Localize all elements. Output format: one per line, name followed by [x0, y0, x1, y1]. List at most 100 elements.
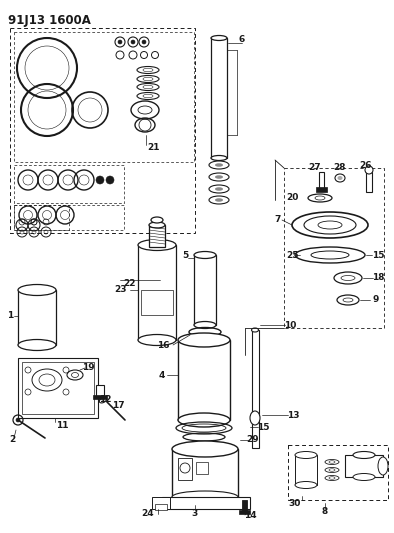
Text: 19: 19 — [82, 364, 94, 373]
Bar — [295, 455, 317, 485]
Text: 15: 15 — [257, 423, 269, 432]
Text: 18: 18 — [372, 273, 384, 282]
Ellipse shape — [308, 194, 332, 202]
Text: 25: 25 — [287, 251, 299, 260]
Ellipse shape — [211, 36, 227, 41]
Ellipse shape — [149, 222, 165, 228]
Ellipse shape — [172, 441, 238, 457]
Text: 10: 10 — [284, 320, 296, 329]
Bar — [14, 32, 194, 162]
Ellipse shape — [337, 295, 359, 305]
Text: 13: 13 — [287, 410, 299, 419]
Ellipse shape — [151, 217, 163, 223]
Text: 12: 12 — [99, 395, 111, 405]
Text: 1: 1 — [7, 311, 13, 320]
Bar — [22, 362, 94, 414]
Text: 4: 4 — [159, 370, 165, 379]
Text: 16: 16 — [157, 341, 169, 350]
Ellipse shape — [318, 221, 342, 229]
Bar — [178, 458, 192, 480]
Ellipse shape — [295, 481, 317, 489]
Text: 6: 6 — [239, 36, 245, 44]
Bar — [18, 290, 56, 345]
Ellipse shape — [341, 276, 355, 280]
Ellipse shape — [18, 285, 56, 295]
Text: 91J13 1600A: 91J13 1600A — [8, 14, 91, 27]
Ellipse shape — [334, 272, 362, 284]
Bar — [319, 172, 324, 190]
Text: 5: 5 — [182, 251, 188, 260]
Text: 9: 9 — [373, 295, 379, 304]
Text: 29: 29 — [247, 435, 259, 445]
Circle shape — [365, 166, 373, 174]
Text: 22: 22 — [124, 279, 136, 287]
Ellipse shape — [251, 328, 258, 332]
Ellipse shape — [292, 212, 368, 238]
Bar — [149, 225, 165, 247]
Ellipse shape — [335, 174, 345, 182]
Ellipse shape — [378, 457, 388, 475]
Ellipse shape — [209, 185, 229, 193]
Ellipse shape — [353, 473, 375, 481]
Bar — [316, 187, 327, 192]
Text: 21: 21 — [148, 143, 160, 152]
Ellipse shape — [215, 163, 223, 167]
Ellipse shape — [138, 335, 176, 345]
Circle shape — [96, 176, 104, 184]
Bar — [211, 38, 227, 158]
Ellipse shape — [215, 187, 223, 191]
Bar — [93, 395, 107, 399]
Ellipse shape — [209, 161, 229, 169]
Ellipse shape — [215, 198, 223, 202]
Ellipse shape — [215, 175, 223, 179]
Ellipse shape — [172, 491, 238, 503]
Circle shape — [118, 40, 122, 44]
Circle shape — [142, 40, 146, 44]
Bar — [284, 168, 384, 328]
Bar — [18, 358, 98, 418]
Ellipse shape — [209, 196, 229, 204]
Text: 8: 8 — [322, 507, 328, 516]
Bar — [138, 245, 176, 340]
Text: 15: 15 — [372, 251, 384, 260]
Bar — [366, 172, 372, 192]
Text: 20: 20 — [286, 193, 298, 203]
Ellipse shape — [178, 333, 230, 347]
Ellipse shape — [338, 176, 342, 180]
Bar — [288, 445, 388, 500]
Bar — [345, 455, 383, 477]
Bar — [152, 497, 170, 509]
Text: 3: 3 — [192, 510, 198, 519]
Bar — [14, 205, 69, 230]
Text: 23: 23 — [115, 286, 127, 295]
Bar — [178, 340, 230, 420]
Ellipse shape — [315, 196, 325, 200]
Bar — [239, 510, 250, 514]
Bar — [14, 205, 124, 230]
Circle shape — [106, 176, 114, 184]
Ellipse shape — [138, 239, 176, 251]
Ellipse shape — [304, 216, 356, 234]
Text: 27: 27 — [309, 164, 322, 173]
Text: 11: 11 — [56, 421, 68, 430]
Bar — [252, 330, 259, 448]
Text: 2: 2 — [9, 435, 15, 445]
Ellipse shape — [211, 156, 227, 160]
Circle shape — [131, 40, 135, 44]
Ellipse shape — [194, 321, 216, 328]
Text: 24: 24 — [142, 510, 154, 519]
Bar — [242, 500, 247, 512]
Ellipse shape — [353, 451, 375, 458]
Bar — [14, 165, 124, 203]
Text: 7: 7 — [275, 215, 281, 224]
Ellipse shape — [194, 252, 216, 259]
Ellipse shape — [178, 413, 230, 427]
Text: 14: 14 — [243, 511, 256, 520]
Ellipse shape — [295, 451, 317, 458]
Ellipse shape — [343, 298, 353, 302]
Ellipse shape — [209, 173, 229, 181]
Ellipse shape — [295, 247, 365, 263]
Bar — [141, 290, 173, 315]
Text: 28: 28 — [334, 164, 346, 173]
Text: 26: 26 — [360, 160, 372, 169]
